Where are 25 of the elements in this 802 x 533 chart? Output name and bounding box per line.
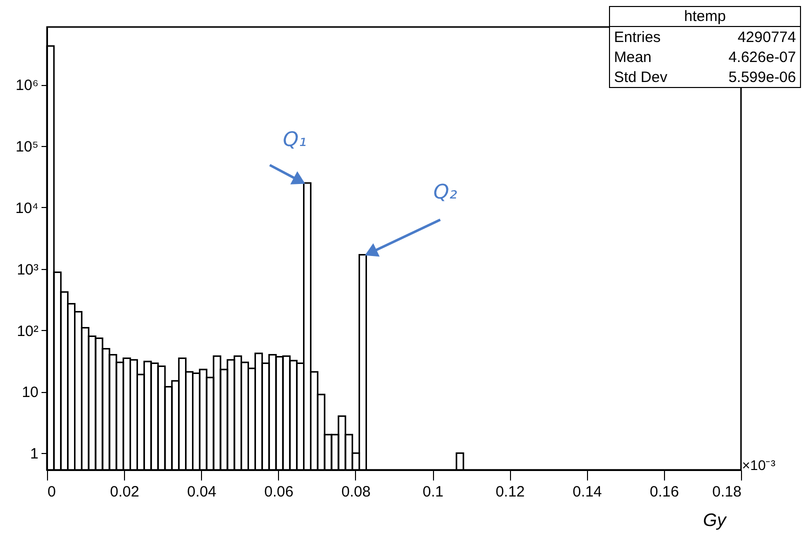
y-tick-label: 10² <box>16 322 38 340</box>
x-tick-label: 0.08 <box>341 484 371 500</box>
text: Mean 4.626e-07 <box>614 49 796 66</box>
annotation: Q₁ <box>282 127 307 152</box>
y-tick-label: 10³ <box>16 261 38 278</box>
x-tick-label: 0.04 <box>187 484 216 500</box>
y-tick-label: 10⁴ <box>15 200 38 217</box>
chart-title: htemp <box>610 7 800 27</box>
y-tick-label: 10⁵ <box>16 138 38 156</box>
x-tick-label: 0.1 <box>422 484 444 500</box>
x-tick-label: 0 <box>48 484 56 500</box>
x-tick-label: 0.16 <box>650 484 679 500</box>
x-axis-title: Gy <box>703 510 726 531</box>
x-tick-label: 0.12 <box>496 484 525 500</box>
text: ×10⁻³ <box>742 456 776 474</box>
text: Std Dev 5.599e-06 <box>614 69 796 86</box>
x-tick-label: 0.06 <box>264 484 294 500</box>
annotation: Q₂ <box>433 180 458 204</box>
x-tick-label: 0.18 <box>712 484 742 500</box>
y-tick-label: 1 <box>30 446 38 463</box>
y-tick-label: 10 <box>22 384 38 402</box>
text: Entries 4290774 <box>614 29 796 46</box>
x-tick-label: 0.02 <box>110 484 140 500</box>
x-tick-label: 0.14 <box>572 484 602 500</box>
y-tick-label: 10⁶ <box>16 77 38 94</box>
